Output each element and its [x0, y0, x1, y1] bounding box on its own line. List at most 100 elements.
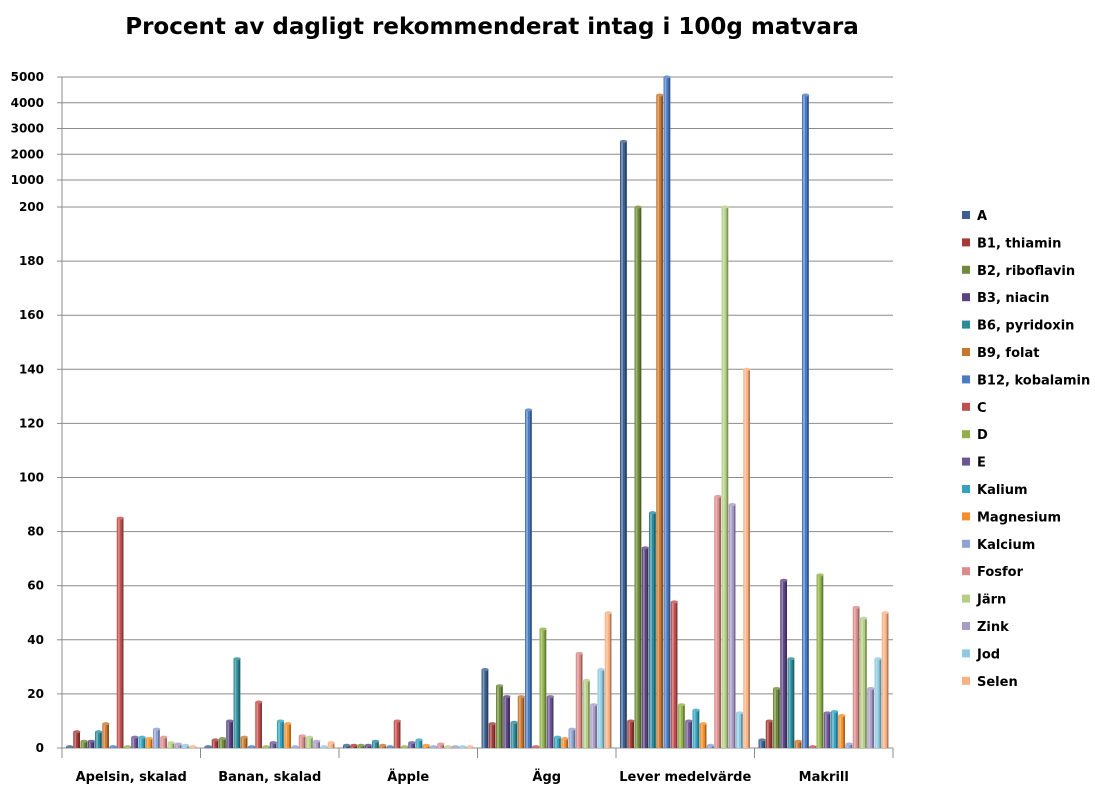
bar — [641, 546, 649, 748]
bar-cap — [714, 494, 722, 498]
bar-shade — [668, 77, 671, 748]
bar-body — [743, 369, 750, 748]
bar — [670, 600, 678, 748]
bar-highlight — [729, 504, 732, 748]
bar-cap — [488, 722, 496, 726]
bar-highlight — [234, 658, 237, 748]
bar-body — [874, 658, 882, 748]
bar-body — [327, 742, 335, 748]
bar-shade — [675, 601, 678, 748]
bar-highlight — [642, 547, 645, 748]
bar-shade — [785, 580, 787, 748]
bar-highlight — [74, 731, 77, 748]
legend-label: B2, riboflavin — [977, 264, 1075, 279]
bar-highlight — [715, 496, 718, 748]
bar — [204, 745, 212, 749]
bar — [575, 651, 583, 748]
bar-shade — [377, 741, 379, 748]
bar-highlight — [861, 618, 863, 748]
bar-cap — [634, 205, 642, 209]
bar-shade — [282, 720, 284, 748]
bar — [379, 743, 387, 748]
bar — [298, 734, 306, 748]
bar — [881, 611, 889, 748]
bar-highlight — [759, 739, 762, 748]
bar-body — [583, 680, 590, 748]
bar-highlight — [285, 723, 288, 748]
y-tick-label: 60 — [27, 579, 44, 593]
bar-body — [649, 512, 656, 748]
bar-shade — [799, 741, 802, 748]
bar — [816, 573, 824, 748]
bar — [277, 719, 285, 748]
x-tick-label: Banan, skalad — [218, 770, 321, 785]
bar — [699, 722, 707, 748]
bar-highlight — [307, 737, 309, 748]
bar-body — [685, 720, 692, 748]
bar-cap — [248, 745, 256, 749]
bar — [269, 741, 277, 748]
bar-cap — [627, 719, 635, 723]
bar — [620, 139, 628, 748]
bar — [313, 739, 321, 748]
bar-cap — [481, 668, 489, 672]
bar-highlight — [657, 95, 660, 748]
y-tick-label: 120 — [19, 416, 44, 430]
bar-cap — [641, 546, 649, 550]
bar-shade — [726, 207, 729, 748]
bar-shade — [580, 653, 583, 748]
bar-cap — [794, 739, 802, 743]
legend-label: B9, folat — [977, 346, 1039, 361]
bar-cap — [459, 745, 467, 749]
legend-label: Fosfor — [977, 565, 1024, 580]
y-tick-label: 3000 — [11, 122, 44, 136]
bar-shade — [530, 409, 532, 748]
bar-highlight — [328, 742, 331, 748]
legend-item: Selen — [962, 675, 1018, 690]
bar-cap — [415, 738, 423, 742]
bar-shade — [172, 742, 175, 748]
bar-highlight — [416, 739, 419, 748]
bar-cap — [204, 745, 212, 749]
bar — [845, 742, 853, 748]
bar-cap — [736, 711, 744, 715]
bar-cap — [780, 578, 788, 582]
legend-label: Järn — [976, 593, 1006, 608]
bar-body — [678, 704, 685, 748]
y-tick-label: 140 — [19, 362, 44, 376]
bar-shade — [683, 704, 685, 748]
legend-swatch — [962, 594, 970, 603]
bar-highlight — [154, 729, 156, 748]
bar — [306, 735, 314, 748]
bar-cap — [109, 745, 117, 749]
bar-shade — [136, 737, 138, 748]
bar — [255, 700, 263, 748]
bar — [153, 727, 161, 748]
bar-cap — [765, 719, 773, 723]
bar-highlight — [526, 409, 528, 748]
bar-cap — [182, 743, 190, 747]
bar-body — [823, 712, 831, 748]
bar-cap — [503, 695, 511, 699]
bar-body — [773, 688, 780, 748]
bar-shade — [362, 745, 365, 748]
bar-shade — [625, 141, 627, 748]
bar-cap — [881, 611, 889, 615]
bar-body — [313, 741, 320, 748]
bar-cap — [451, 745, 459, 749]
legend: A B1, thiamin B2, riboflavin B3, niacin B6, … — [962, 209, 1090, 690]
bar-cap — [874, 657, 882, 661]
bar-highlight — [722, 207, 725, 748]
bar-shade — [158, 729, 160, 748]
bar-cap — [153, 727, 161, 731]
x-axis-labels: Apelsin, skalad Banan, skalad Äpple Ägg Leve… — [76, 769, 849, 785]
bar-shade — [850, 743, 853, 748]
bar-cap — [73, 730, 81, 734]
bar-shade — [355, 745, 357, 748]
bar — [131, 735, 139, 748]
bar-highlight — [212, 739, 215, 748]
bar-highlight — [693, 710, 696, 748]
bar-shade — [78, 731, 80, 748]
bar — [773, 686, 781, 748]
bar — [437, 742, 445, 748]
